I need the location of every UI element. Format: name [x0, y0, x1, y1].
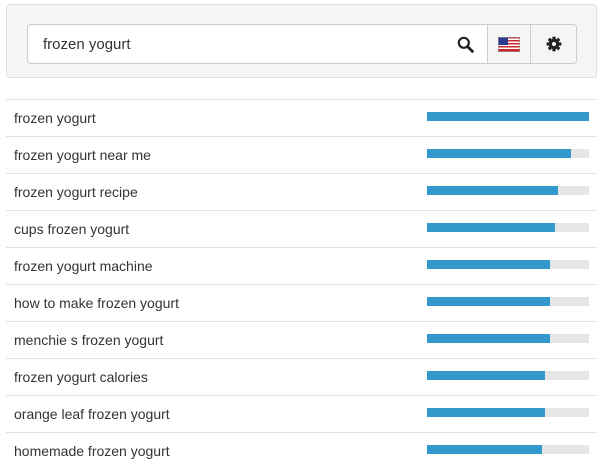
score-bar-fill: [427, 223, 555, 232]
result-label[interactable]: how to make frozen yogurt: [14, 295, 179, 311]
score-bar-fill: [427, 297, 551, 306]
score-bar: [427, 149, 589, 158]
score-bar-fill: [427, 371, 546, 380]
result-row[interactable]: frozen yogurt: [6, 99, 597, 136]
score-bar-fill: [427, 186, 559, 195]
score-bar: [427, 371, 589, 380]
result-label[interactable]: frozen yogurt machine: [14, 258, 153, 274]
results-list: frozen yogurt frozen yogurt near me froz…: [6, 99, 597, 469]
score-bar: [427, 260, 589, 269]
settings-button[interactable]: [530, 25, 576, 63]
result-label[interactable]: orange leaf frozen yogurt: [14, 406, 170, 422]
result-row[interactable]: menchie s frozen yogurt: [6, 321, 597, 358]
search-button[interactable]: [443, 25, 487, 63]
country-button[interactable]: [487, 25, 530, 63]
score-bar: [427, 186, 589, 195]
search-input[interactable]: [28, 25, 443, 63]
result-row[interactable]: frozen yogurt recipe: [6, 173, 597, 210]
score-bar-fill: [427, 112, 589, 121]
result-row[interactable]: how to make frozen yogurt: [6, 284, 597, 321]
result-label[interactable]: menchie s frozen yogurt: [14, 332, 164, 348]
score-bar-fill: [427, 445, 543, 454]
result-label[interactable]: frozen yogurt near me: [14, 147, 151, 163]
result-row[interactable]: homemade frozen yogurt: [6, 432, 597, 469]
result-label[interactable]: frozen yogurt: [14, 110, 96, 126]
gear-icon: [546, 36, 561, 52]
result-label[interactable]: homemade frozen yogurt: [14, 443, 170, 459]
us-flag-icon: [498, 36, 520, 52]
result-label[interactable]: frozen yogurt calories: [14, 369, 148, 385]
result-label[interactable]: cups frozen yogurt: [14, 221, 130, 237]
score-bar: [427, 112, 589, 121]
search-panel: [6, 4, 597, 78]
score-bar: [427, 334, 589, 343]
score-bar-fill: [427, 334, 551, 343]
result-row[interactable]: cups frozen yogurt: [6, 210, 597, 247]
score-bar-fill: [427, 149, 572, 158]
score-bar: [427, 408, 589, 417]
score-bar-fill: [427, 260, 551, 269]
score-bar: [427, 445, 589, 454]
result-label[interactable]: frozen yogurt recipe: [14, 184, 138, 200]
search-icon: [457, 36, 474, 53]
result-row[interactable]: frozen yogurt near me: [6, 136, 597, 173]
result-row[interactable]: orange leaf frozen yogurt: [6, 395, 597, 432]
result-row[interactable]: frozen yogurt machine: [6, 247, 597, 284]
search-group: [27, 24, 577, 64]
result-row[interactable]: frozen yogurt calories: [6, 358, 597, 395]
score-bar: [427, 223, 589, 232]
score-bar: [427, 297, 589, 306]
score-bar-fill: [427, 408, 546, 417]
